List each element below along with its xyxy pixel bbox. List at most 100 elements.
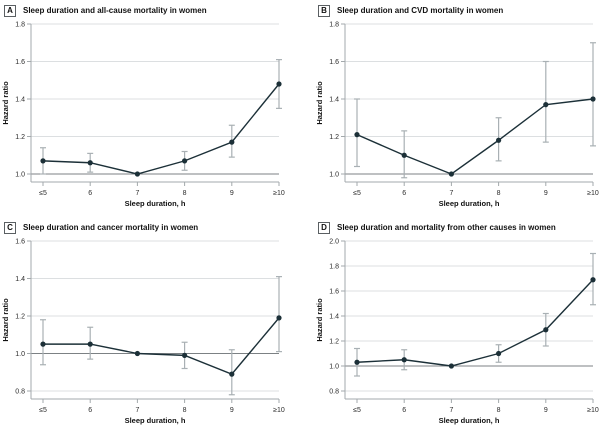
data-point	[40, 158, 46, 164]
text-label: 8	[183, 407, 187, 414]
series-line	[43, 317, 280, 375]
text-label: ≥10	[587, 407, 599, 414]
text-label: ≥10	[273, 407, 285, 414]
text-label: 8	[497, 407, 501, 414]
text-label: Sleep duration, h	[439, 199, 500, 208]
panel-a-title: Sleep duration and all-cause mortality i…	[23, 6, 207, 15]
data-point	[182, 158, 188, 164]
data-point	[276, 315, 282, 321]
data-point	[276, 81, 282, 87]
data-point	[543, 327, 549, 333]
panel-c-header: C Sleep duration and cancer mortality in…	[0, 220, 300, 235]
plot-d: 0.8 1.0 1.2 1.4 1.6 1.8 2.0 ≤5 6 7 8 9 ≥10 Sleep dura…	[315, 239, 599, 426]
text-label: 1.2	[15, 314, 25, 321]
text-label: 1.2	[329, 134, 339, 141]
text-label: 6	[88, 190, 92, 197]
text-label: Hazard ratio	[315, 298, 324, 342]
text-label: ≥10	[273, 190, 285, 197]
text-label: 1.6	[329, 59, 339, 66]
series-line	[356, 98, 594, 175]
text-label: 7	[135, 190, 139, 197]
data-point	[496, 350, 502, 357]
text-label: 2.0	[329, 239, 339, 246]
error-bar	[590, 42, 596, 147]
text-label: 9	[230, 407, 234, 414]
text-label: 1.4	[15, 97, 25, 104]
data-point	[87, 341, 93, 347]
text-label: ≤5	[39, 407, 47, 414]
text-label: 1.8	[329, 264, 339, 271]
text-label: 1.0	[329, 172, 339, 179]
text-label: 0.8	[329, 389, 339, 396]
text-label: 1.6	[329, 289, 339, 296]
text-label: 1.0	[329, 364, 339, 371]
data-point	[401, 152, 407, 158]
panel-a: A Sleep duration and all-cause mortality…	[0, 0, 300, 217]
panel-a-header: A Sleep duration and all-cause mortality…	[0, 3, 300, 18]
plot-a: 1.0 1.2 1.4 1.6 1.8 ≤5 6 7 8 9 ≥10 Sleep duration, …	[1, 22, 285, 209]
error-bar	[276, 276, 282, 353]
panel-c-title: Sleep duration and cancer mortality in w…	[23, 223, 199, 232]
data-point	[590, 277, 596, 283]
text-label: Hazard ratio	[1, 81, 10, 125]
panel-b-title: Sleep duration and CVD mortality in wome…	[337, 6, 504, 15]
text-label: 1.2	[329, 339, 339, 346]
text-label: 1.4	[329, 314, 339, 321]
text-label: Hazard ratio	[1, 298, 10, 342]
panel-c: C Sleep duration and cancer mortality in…	[0, 217, 300, 435]
text-label: 8	[497, 190, 501, 197]
text-label: 1.0	[15, 351, 25, 358]
text-label: Hazard ratio	[315, 81, 324, 125]
panel-b-label-box: B	[318, 4, 330, 17]
series-line	[42, 83, 280, 175]
data-point	[87, 160, 93, 166]
text-label: 0.8	[15, 389, 25, 396]
text-label: 1.6	[15, 59, 25, 66]
text-label: 7	[135, 407, 139, 414]
panel-b-header: B Sleep duration and CVD mortality in wo…	[314, 3, 600, 18]
text-label: 1.4	[329, 97, 339, 104]
data-point	[182, 352, 188, 358]
plot-c: 0.8 1.0 1.2 1.4 1.6 ≤5 6 7 8 9 ≥10 Sleep duration, …	[1, 239, 285, 426]
panel-b: B Sleep duration and CVD mortality in wo…	[300, 0, 600, 217]
data-point	[448, 363, 454, 369]
data-point	[401, 357, 407, 363]
data-point	[543, 102, 549, 108]
data-point	[134, 171, 140, 177]
text-label: 1.4	[15, 276, 25, 283]
data-point	[40, 341, 46, 347]
text-label: Sleep duration, h	[125, 199, 186, 208]
data-point	[354, 132, 360, 138]
data-point	[496, 137, 502, 143]
text-label: 1.2	[15, 134, 25, 141]
text-label: 9	[544, 407, 548, 414]
text-label: 1.6	[15, 239, 25, 246]
error-bar	[542, 60, 549, 143]
text-label: 1.0	[15, 172, 25, 179]
panel-c-label-box: C	[4, 221, 16, 234]
text-label: Sleep duration, h	[439, 416, 500, 425]
text-label: 1.8	[15, 22, 25, 29]
panel-d-header: D Sleep duration and mortality from othe…	[314, 220, 600, 235]
text-label: Sleep duration, h	[125, 416, 186, 425]
text-label: ≤5	[353, 407, 361, 414]
panel-d-label-box: D	[318, 221, 330, 234]
text-label: 9	[230, 190, 234, 197]
data-point	[229, 139, 235, 145]
data-point	[229, 371, 235, 377]
text-label: 8	[183, 190, 187, 197]
data-point	[448, 171, 454, 177]
text-label: ≤5	[353, 190, 361, 197]
data-point	[590, 96, 596, 102]
series-line	[356, 279, 594, 367]
text-label: 7	[449, 190, 453, 197]
panel-a-label-box: A	[4, 4, 16, 17]
text-label: ≤5	[39, 190, 47, 197]
data-point	[354, 359, 360, 365]
text-label: 6	[402, 407, 406, 414]
text-label: 7	[449, 407, 453, 414]
text-label: 9	[544, 190, 548, 197]
text-label: 1.8	[329, 22, 339, 29]
panel-d-title: Sleep duration and mortality from other …	[337, 223, 556, 232]
